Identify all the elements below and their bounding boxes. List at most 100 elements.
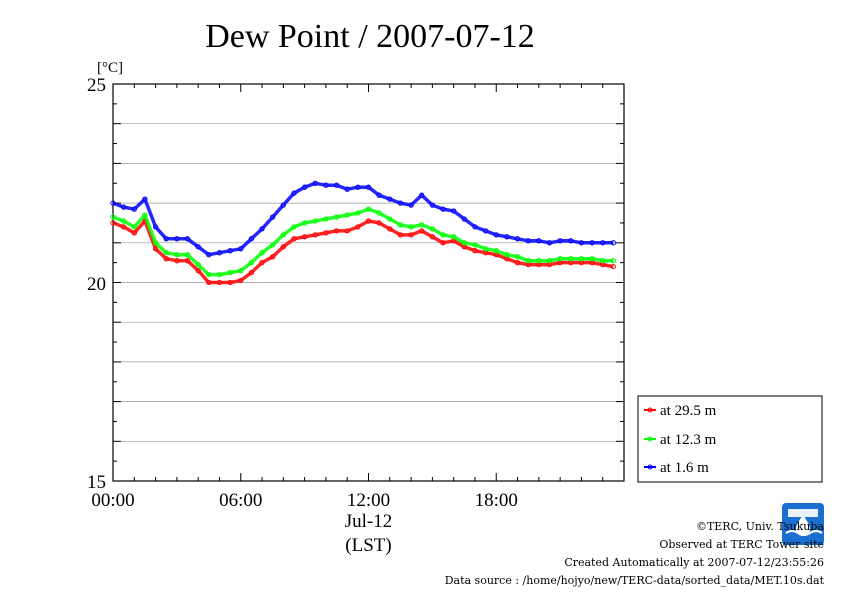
series-1-point-46 (600, 258, 606, 264)
y-tick-label-15: 15 (87, 472, 106, 493)
series-0-point-12 (238, 277, 244, 284)
series-2-point-14 (259, 226, 265, 232)
series-0-point-5 (163, 256, 169, 262)
legend-label-1-6m: at 1.6 m (660, 460, 709, 476)
series-2-point-32 (451, 208, 457, 214)
series-2-point-47 (610, 240, 617, 246)
series-1-point-41 (546, 258, 553, 264)
series-0-point-30 (429, 234, 436, 240)
chart-title: Dew Point / 2007-07-12 (205, 18, 535, 55)
series-2-point-2 (131, 206, 137, 212)
credit-copyright: ©TERC, Univ. Tsukuba (695, 520, 824, 533)
series-0-point-29 (419, 228, 425, 234)
series-1-point-12 (238, 267, 244, 274)
series-0-point-26 (387, 226, 393, 232)
series-0-point-34 (472, 248, 478, 254)
series-2-point-9 (206, 252, 212, 258)
series-0-point-24 (365, 218, 372, 224)
series-2-point-26 (387, 196, 393, 202)
series-1-point-33 (461, 240, 467, 246)
x-tick-label-1200: 12:00 (347, 490, 390, 511)
series-1-point-29 (419, 222, 425, 228)
series-2-point-17 (291, 190, 297, 196)
series-2-point-30 (429, 202, 436, 208)
legend: at 29.5 m at 12.3 m at 1.6 m (637, 395, 823, 483)
series-0-point-25 (376, 220, 382, 226)
series-0-point-9 (206, 279, 212, 286)
series-line-0 (112, 219, 614, 285)
series-2-point-15 (270, 214, 276, 220)
series-1-point-25 (376, 210, 382, 216)
series-2-point-33 (461, 216, 467, 222)
series-2-point-13 (248, 236, 255, 242)
series-2-point-45 (589, 240, 595, 246)
series-2-point-19 (312, 180, 318, 186)
series-2-point-18 (301, 184, 308, 190)
series-2-point-40 (536, 238, 542, 244)
series-1-point-5 (163, 250, 169, 256)
series-0-point-4 (152, 246, 159, 252)
series-1-point-30 (429, 226, 436, 232)
series-1-point-23 (355, 210, 361, 216)
series-1-point-1 (120, 218, 127, 224)
series-1-point-37 (504, 252, 510, 258)
series-lines (110, 180, 617, 286)
series-1-point-11 (227, 269, 233, 276)
credit-created: Created Automatically at 2007-07-12/23:5… (564, 556, 824, 569)
series-1-point-14 (259, 250, 265, 256)
series-1-point-17 (291, 224, 297, 230)
series-1-point-32 (451, 234, 457, 240)
series-2-point-3 (142, 196, 148, 202)
series-2-point-42 (557, 238, 563, 244)
series-1-point-20 (323, 216, 329, 222)
series-1-point-21 (333, 214, 340, 220)
series-2-point-6 (174, 236, 180, 242)
series-line-2 (112, 181, 614, 257)
series-1-point-16 (280, 232, 286, 238)
series-2-point-22 (344, 186, 350, 192)
series-1-point-42 (557, 256, 563, 262)
y-axis-unit-label: [°C] (97, 60, 123, 76)
series-0-point-23 (355, 224, 361, 230)
series-1-point-47 (610, 258, 617, 264)
series-0-point-27 (397, 232, 404, 238)
legend-label-29-5m: at 29.5 m (660, 403, 717, 419)
legend-box (637, 395, 823, 483)
series-2-point-11 (227, 248, 233, 254)
credit-observed: Observed at TERC Tower site (659, 538, 824, 551)
series-1-point-6 (174, 252, 180, 258)
series-2-point-12 (238, 246, 244, 252)
series-2-point-39 (525, 238, 531, 244)
series-1-point-43 (568, 256, 574, 262)
series-0-point-13 (248, 269, 255, 276)
series-1-point-44 (578, 256, 585, 262)
series-2-point-46 (600, 240, 606, 246)
series-1-point-36 (493, 248, 499, 254)
series-1-point-3 (142, 212, 148, 218)
x-date-label: Jul-12 (345, 511, 393, 532)
series-0-point-18 (301, 234, 308, 240)
series-1-point-8 (195, 261, 201, 268)
series-0-point-1 (120, 224, 127, 230)
series-2-point-36 (493, 232, 499, 238)
legend-marker-29-5m (647, 407, 653, 413)
series-2-point-23 (355, 184, 361, 190)
series-1-point-26 (387, 216, 393, 222)
series-0-point-17 (291, 236, 297, 242)
series-2-point-34 (472, 224, 478, 230)
series-0-point-28 (408, 232, 414, 238)
series-1-point-10 (216, 271, 223, 278)
legend-marker-12-3m (647, 436, 653, 442)
series-1-point-24 (365, 206, 372, 212)
series-0-point-14 (259, 259, 265, 266)
series-0-point-22 (344, 228, 350, 234)
y-tick-label-25: 25 (87, 75, 106, 96)
series-0-point-19 (312, 232, 318, 238)
terc-logo (782, 503, 824, 545)
series-0-point-31 (440, 240, 446, 246)
series-0-point-20 (323, 230, 329, 236)
series-2-point-37 (504, 234, 510, 240)
series-0-point-21 (333, 228, 340, 234)
series-2-point-38 (514, 236, 521, 242)
